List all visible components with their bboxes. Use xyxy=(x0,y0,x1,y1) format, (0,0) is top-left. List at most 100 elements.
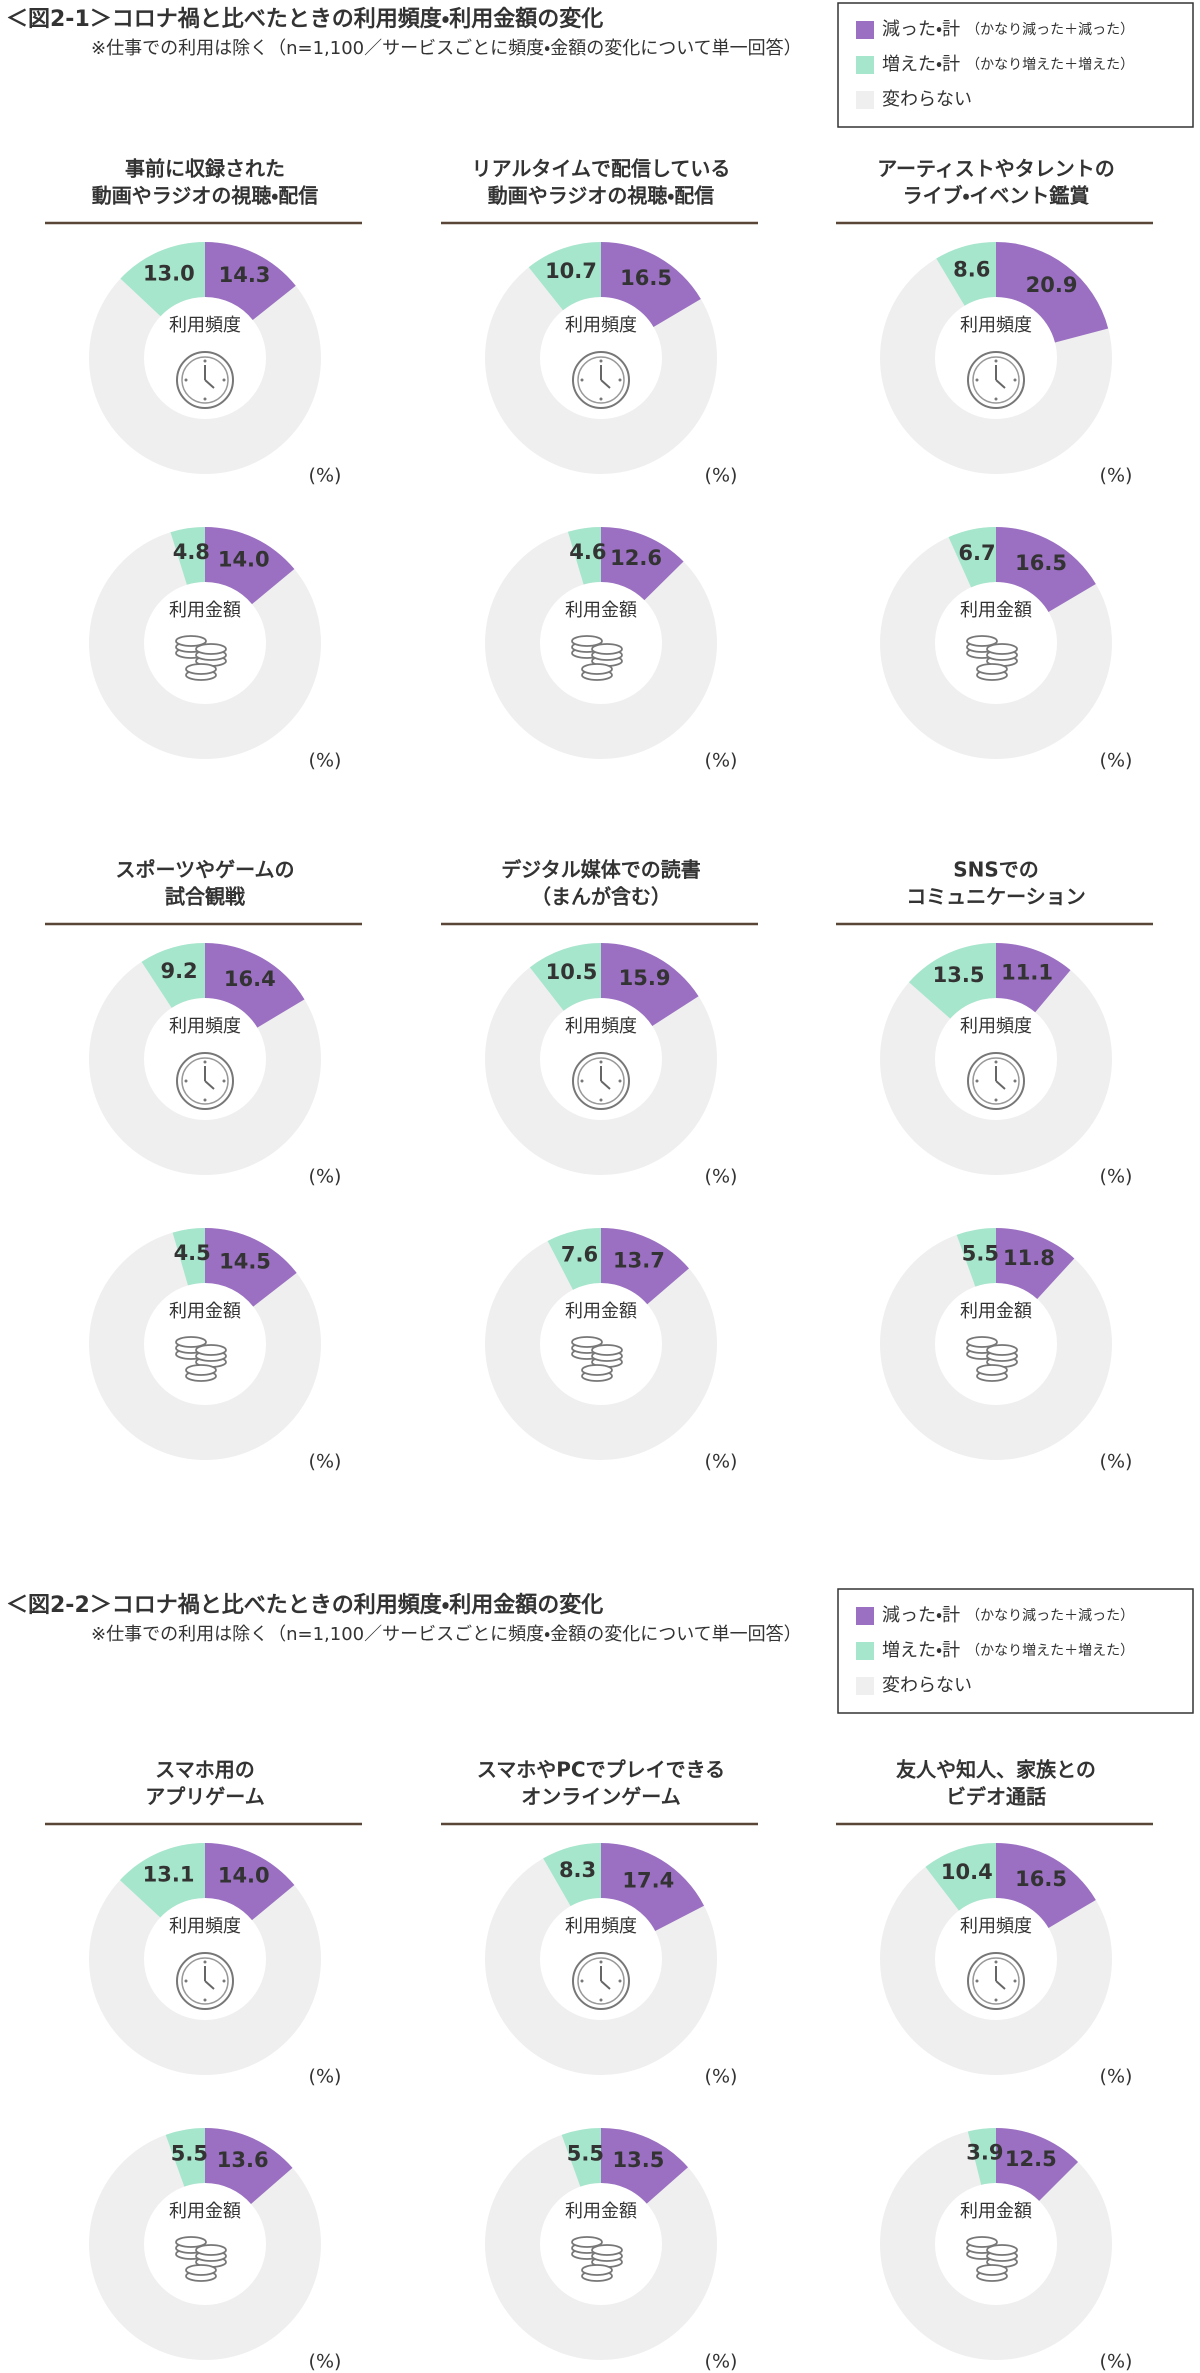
legend-note: （かなり減った＋減った） xyxy=(966,1607,1134,1624)
value-label: 14.0 xyxy=(218,548,270,572)
increased-wedge xyxy=(529,943,601,1011)
legend-label: 増えた・計 （かなり増えた＋増えた） xyxy=(882,54,1134,75)
clock-hand xyxy=(204,379,215,389)
decreased-wedge xyxy=(205,1843,295,1921)
increased-wedge xyxy=(561,2128,601,2187)
clock-dot xyxy=(975,1079,979,1083)
clock-face xyxy=(181,1057,229,1105)
donut-label: 利用頻度 xyxy=(565,315,637,336)
clock-face xyxy=(972,1057,1020,1105)
clock-dot xyxy=(203,359,207,363)
figure-note: ※仕事での利用は除く（n=1,100／サービスごとに頻度・金額の変化について単一… xyxy=(91,1624,802,1645)
coins-icon xyxy=(966,1336,1018,1382)
panel-title: 事前に収録された xyxy=(125,157,285,181)
panel-title: デジタル媒体での読書 xyxy=(501,858,701,882)
value-label: 16.5 xyxy=(1015,1867,1067,1891)
value-label: 5.5 xyxy=(171,2141,208,2165)
panel-title: コミュニケーション xyxy=(906,885,1086,909)
value-label: 4.6 xyxy=(569,540,606,564)
unit-label: (%) xyxy=(309,1451,342,1473)
value-label: 6.7 xyxy=(958,541,995,565)
clock-dot xyxy=(599,359,603,363)
unit-label: (%) xyxy=(309,465,342,487)
coin xyxy=(175,635,207,647)
panel-title: ビデオ通話 xyxy=(946,1785,1046,1809)
unit-label: (%) xyxy=(1100,465,1133,487)
donut-label: 利用頻度 xyxy=(169,1016,241,1037)
value-label: 10.7 xyxy=(545,259,597,283)
coins-icon xyxy=(571,2236,623,2282)
clock-hand xyxy=(204,1980,215,1990)
value-label: 14.0 xyxy=(218,1864,270,1888)
legend-note: （かなり減った＋減った） xyxy=(966,21,1134,38)
coins-icon xyxy=(571,635,623,681)
legend-note: （かなり増えた＋増えた） xyxy=(966,57,1134,73)
value-label: 12.6 xyxy=(610,546,662,570)
increased-wedge xyxy=(925,1843,996,1911)
clock-hand xyxy=(600,1980,611,1990)
decreased-wedge xyxy=(205,1228,297,1307)
coins-icon xyxy=(175,2236,227,2282)
clock-icon xyxy=(967,351,1025,409)
unit-label: (%) xyxy=(309,2351,342,2373)
unit-label: (%) xyxy=(1100,1451,1133,1473)
legend-swatch xyxy=(856,1642,874,1660)
legend-swatch xyxy=(856,21,874,39)
decreased-wedge xyxy=(601,943,699,1026)
increased-wedge xyxy=(141,943,205,1008)
decreased-wedge xyxy=(601,242,701,327)
coin xyxy=(571,2236,603,2248)
increased-wedge xyxy=(165,2128,205,2187)
legend-name: 減った・計 xyxy=(882,1605,960,1626)
decreased-wedge xyxy=(205,2128,293,2204)
coin xyxy=(175,2236,207,2248)
value-label: 3.9 xyxy=(966,2141,1003,2165)
coin xyxy=(986,1344,1018,1356)
clock-dot xyxy=(994,397,998,401)
clock-dot xyxy=(975,1979,979,1983)
legend-note: （かなり増えた＋増えた） xyxy=(966,1643,1134,1659)
value-label: 9.2 xyxy=(160,959,197,983)
legend-swatch xyxy=(856,56,874,74)
clock-hand xyxy=(204,1080,215,1090)
donut-label: 利用金額 xyxy=(169,2201,241,2222)
coin xyxy=(976,2264,1008,2276)
clock-dot xyxy=(222,378,226,382)
increased-wedge xyxy=(543,1843,601,1907)
clock-face xyxy=(181,356,229,404)
unit-label: (%) xyxy=(705,1166,738,1188)
panel-title: スポーツやゲームの xyxy=(116,858,295,882)
decreased-wedge xyxy=(601,1228,689,1305)
legend-name: 変わらない xyxy=(882,1675,972,1696)
value-label: 5.5 xyxy=(962,1241,999,1265)
clock-dot xyxy=(222,1079,226,1083)
clock-face xyxy=(577,1957,625,2005)
coin xyxy=(591,1344,623,1356)
clock-face xyxy=(972,1957,1020,2005)
coin xyxy=(976,663,1008,675)
clock-dot xyxy=(1013,378,1017,382)
panel-title: ライブ・イベント鑑賞 xyxy=(903,184,1090,208)
clock-dot xyxy=(994,1098,998,1102)
coin xyxy=(591,643,623,655)
decreased-wedge xyxy=(996,2128,1079,2201)
clock-hand xyxy=(600,379,611,389)
coin xyxy=(195,1344,227,1356)
unit-label: (%) xyxy=(705,750,738,772)
donut-label: 利用金額 xyxy=(565,600,637,621)
decreased-wedge xyxy=(601,1843,705,1931)
clock-icon xyxy=(176,351,234,409)
increased-wedge xyxy=(936,242,996,306)
clock-dot xyxy=(203,1998,207,2002)
clock-dot xyxy=(994,359,998,363)
legend-label: 変わらない xyxy=(882,89,972,110)
value-label: 13.5 xyxy=(613,2148,665,2172)
coin xyxy=(591,2244,623,2256)
panel-title: オンラインゲーム xyxy=(521,1785,680,1809)
coin xyxy=(571,635,603,647)
clock-icon xyxy=(572,1952,630,2010)
clock-dot xyxy=(994,1060,998,1064)
panel-title: 動画やラジオの視聴・配信 xyxy=(488,184,714,208)
increased-wedge xyxy=(170,527,205,585)
